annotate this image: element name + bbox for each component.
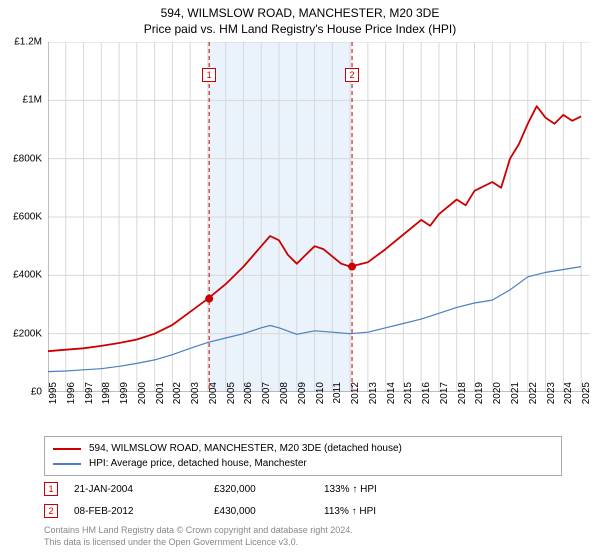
x-tick-label: 2009 [297,382,308,412]
x-tick-label: 2008 [279,382,290,412]
x-tick-label: 2004 [208,382,219,412]
x-tick-label: 1997 [84,382,95,412]
legend: 594, WILMSLOW ROAD, MANCHESTER, M20 3DE … [44,436,562,476]
y-tick-label: £800K [13,153,42,164]
sale-row: 1 21-JAN-2004£320,000133% ↑ HPI [44,478,562,500]
x-tick-label: 2017 [439,382,450,412]
page-title: 594, WILMSLOW ROAD, MANCHESTER, M20 3DE [0,0,600,20]
x-tick-label: 2002 [172,382,183,412]
x-tick-label: 2011 [332,382,343,412]
x-tick-label: 2000 [137,382,148,412]
x-tick-label: 2012 [350,382,361,412]
sale-price: £430,000 [214,506,324,517]
legend-swatch [53,448,81,450]
y-tick-label: £200K [13,328,42,339]
legend-label: HPI: Average price, detached house, Manc… [89,458,307,469]
y-tick-label: £1.2M [14,37,42,48]
sale-hpi: 133% ↑ HPI [324,484,434,495]
y-tick-label: £600K [13,212,42,223]
x-tick-label: 2013 [368,382,379,412]
x-tick-label: 2006 [243,382,254,412]
footer-line1: Contains HM Land Registry data © Crown c… [44,524,562,536]
x-tick-label: 2018 [457,382,468,412]
x-tick-label: 2010 [315,382,326,412]
sale-date: 21-JAN-2004 [74,484,214,495]
legend-item: HPI: Average price, detached house, Manc… [53,456,553,471]
y-tick-label: £0 [31,387,42,398]
x-tick-label: 1999 [119,382,130,412]
legend-swatch [53,463,81,465]
x-tick-label: 2024 [563,382,574,412]
x-tick-label: 2014 [386,382,397,412]
footer: Contains HM Land Registry data © Crown c… [44,524,562,548]
chart-page: 594, WILMSLOW ROAD, MANCHESTER, M20 3DE … [0,0,600,560]
sale-marker-1: 1 [202,68,216,82]
x-tick-label: 2022 [528,382,539,412]
sale-index-box: 2 [44,504,58,518]
x-axis: 1995199619971998199920002001200220032004… [48,394,590,434]
x-tick-label: 2021 [510,382,521,412]
y-axis: £0£200K£400K£600K£800K£1M£1.2M [0,42,46,392]
sale-price: £320,000 [214,484,324,495]
x-tick-label: 2019 [474,382,485,412]
sale-hpi: 113% ↑ HPI [324,506,434,517]
x-tick-label: 2007 [261,382,272,412]
sale-marker-2: 2 [345,68,359,82]
x-tick-label: 2020 [492,382,503,412]
chart-area: £0£200K£400K£600K£800K£1M£1.2M 12 199519… [0,42,600,434]
x-tick-label: 2025 [581,382,592,412]
legend-item: 594, WILMSLOW ROAD, MANCHESTER, M20 3DE … [53,441,553,456]
sale-row: 2 08-FEB-2012£430,000113% ↑ HPI [44,500,562,522]
x-tick-label: 2016 [421,382,432,412]
y-tick-label: £400K [13,270,42,281]
page-subtitle: Price paid vs. HM Land Registry's House … [0,20,600,36]
x-tick-label: 2005 [226,382,237,412]
x-tick-label: 2023 [546,382,557,412]
x-tick-label: 2015 [403,382,414,412]
plot-area: 12 [48,42,590,392]
x-tick-label: 1996 [66,382,77,412]
chart-svg [48,42,590,392]
sales-table: 1 21-JAN-2004£320,000133% ↑ HPI 2 08-FEB-20… [44,478,562,522]
x-tick-label: 2003 [190,382,201,412]
x-tick-label: 1995 [48,382,59,412]
x-tick-label: 2001 [155,382,166,412]
x-tick-label: 1998 [101,382,112,412]
footer-line2: This data is licensed under the Open Gov… [44,536,562,548]
legend-label: 594, WILMSLOW ROAD, MANCHESTER, M20 3DE … [89,443,402,454]
sale-index-box: 1 [44,482,58,496]
sale-date: 08-FEB-2012 [74,506,214,517]
y-tick-label: £1M [23,95,42,106]
